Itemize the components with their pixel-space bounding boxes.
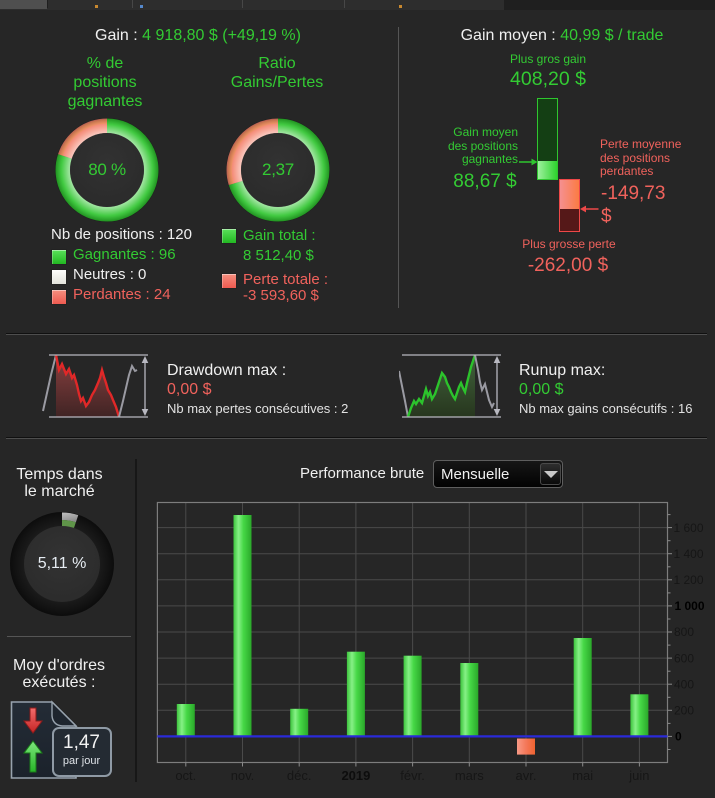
svg-text:mars: mars [455, 768, 484, 783]
svg-text:0: 0 [675, 730, 682, 744]
svg-text:1 600: 1 600 [674, 521, 704, 535]
svg-text:800: 800 [674, 625, 694, 639]
svg-text:2019: 2019 [341, 768, 370, 783]
svg-text:févr.: févr. [400, 768, 425, 783]
svg-text:600: 600 [674, 651, 694, 665]
svg-text:200: 200 [674, 704, 694, 718]
svg-text:mai: mai [572, 768, 593, 783]
svg-text:avr.: avr. [516, 768, 537, 783]
svg-text:oct.: oct. [175, 768, 196, 783]
svg-text:1 200: 1 200 [674, 573, 704, 587]
svg-text:nov.: nov. [231, 768, 255, 783]
svg-text:1 000: 1 000 [675, 599, 705, 613]
svg-text:1 400: 1 400 [674, 547, 704, 561]
svg-text:400: 400 [674, 677, 694, 691]
svg-text:déc.: déc. [287, 768, 312, 783]
svg-text:juin: juin [628, 768, 649, 783]
